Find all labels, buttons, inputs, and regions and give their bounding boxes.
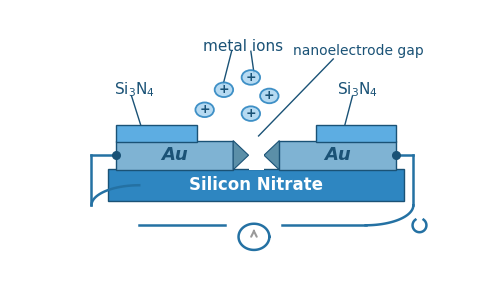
Text: nanoelectrode gap: nanoelectrode gap bbox=[294, 44, 424, 58]
Text: +: + bbox=[246, 107, 256, 120]
Bar bbox=[116, 141, 233, 170]
Ellipse shape bbox=[242, 106, 260, 121]
Text: $\mathrm{Si_3N_4}$: $\mathrm{Si_3N_4}$ bbox=[114, 80, 155, 99]
Polygon shape bbox=[264, 141, 280, 170]
Text: metal ions: metal ions bbox=[203, 39, 283, 54]
Ellipse shape bbox=[260, 89, 278, 103]
Ellipse shape bbox=[242, 70, 260, 85]
Text: +: + bbox=[218, 83, 229, 96]
Bar bbox=[248, 141, 264, 170]
Text: +: + bbox=[200, 103, 210, 116]
Bar bbox=[280, 141, 396, 170]
Text: Silicon Nitrate: Silicon Nitrate bbox=[189, 176, 323, 194]
Text: Au: Au bbox=[324, 146, 351, 164]
Ellipse shape bbox=[196, 102, 214, 117]
Text: +: + bbox=[246, 71, 256, 84]
Polygon shape bbox=[233, 141, 248, 170]
Bar bbox=[316, 125, 396, 142]
Bar bbox=[116, 125, 197, 142]
Text: +: + bbox=[264, 90, 274, 102]
Text: Au: Au bbox=[162, 146, 188, 164]
Bar bbox=[108, 169, 404, 201]
Ellipse shape bbox=[214, 82, 233, 97]
Text: $\mathrm{Si_3N_4}$: $\mathrm{Si_3N_4}$ bbox=[337, 80, 378, 99]
